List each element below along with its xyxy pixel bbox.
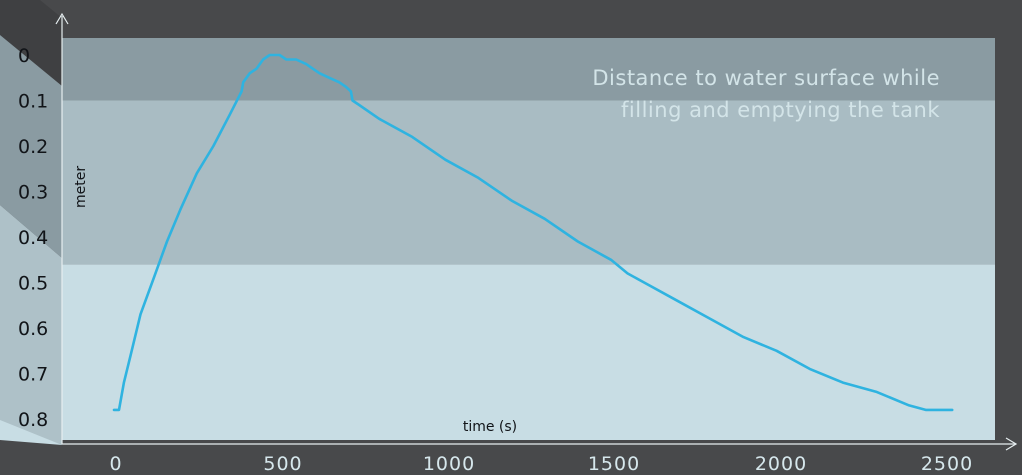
y-tick-label: 0.3 [18,182,48,204]
y-axis-arrow [55,12,69,25]
y-tick-label: 0.1 [18,91,48,113]
y-tick-label: 0.7 [18,364,48,386]
y-tick-label: 0.5 [18,273,48,295]
x-axis-arrow [1005,437,1018,451]
y-tick-label: 0.2 [18,136,48,158]
band-2 [62,264,995,440]
x-tick-label: 2500 [921,453,973,475]
chart-title-line-2: filling and emptying the tank [621,98,940,122]
band-0 [62,38,995,101]
y-tick-label: 0 [18,45,30,67]
left-stripe-mid [0,35,62,258]
x-tick-labels: 0 500 1000 1500 2000 2500 [109,453,973,475]
x-tick-label: 1500 [588,453,640,475]
x-axis-label: time (s) [463,419,517,435]
series-line [112,53,954,412]
y-axis-label: meter [73,166,89,208]
x-tick-label: 500 [263,453,302,475]
chart-title-line-1: Distance to water surface while [592,66,940,90]
y-tick-label: 0.8 [18,409,48,431]
x-tick-label: 1000 [423,453,475,475]
x-tick-label: 2000 [755,453,807,475]
band-1 [62,100,995,265]
left-stripe-bottom [0,420,62,445]
axes [55,12,1018,451]
x-tick-label: 0 [109,453,122,475]
left-stripe-light [0,205,62,445]
background-bands [62,38,995,440]
y-tick-labels: 0 0.1 0.2 0.3 0.4 0.5 0.6 0.7 0.8 [18,45,48,431]
y-tick-label: 0.6 [18,318,48,340]
y-tick-label: 0.4 [18,227,48,249]
